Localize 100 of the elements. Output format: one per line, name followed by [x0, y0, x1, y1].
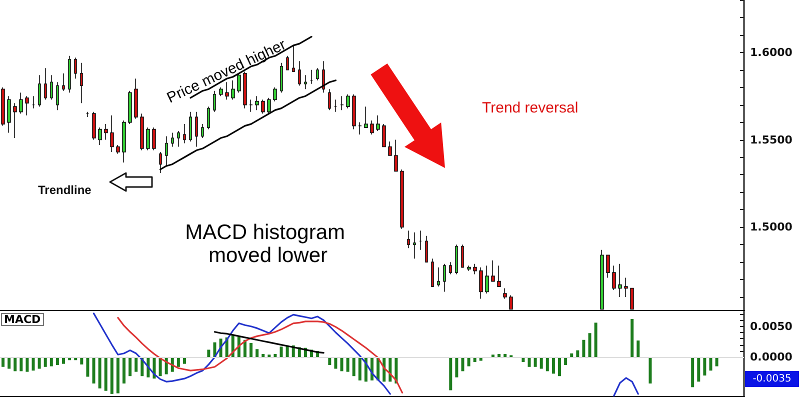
candlestick — [491, 260, 495, 282]
candlestick — [328, 88, 331, 110]
candlestick — [298, 60, 301, 86]
bar — [588, 333, 592, 358]
bar — [2, 357, 5, 367]
candlestick — [497, 265, 501, 287]
bar — [274, 354, 277, 358]
candlestick — [38, 74, 41, 107]
candlestick — [473, 263, 477, 275]
candlestick — [358, 122, 362, 135]
candlestick — [116, 144, 120, 154]
candlestick — [618, 263, 622, 298]
candlestick — [286, 56, 289, 70]
candlestick — [630, 288, 634, 310]
candlestick — [13, 102, 17, 138]
bar — [26, 357, 29, 372]
bar — [594, 322, 598, 358]
bar — [346, 357, 350, 372]
bar — [352, 357, 356, 376]
bar — [20, 357, 23, 372]
candlestick — [304, 74, 307, 90]
bar — [116, 357, 120, 394]
candlestick — [606, 254, 610, 278]
bar — [44, 357, 47, 367]
candlestick — [165, 136, 168, 166]
bar — [558, 357, 562, 376]
candlestick — [171, 132, 174, 148]
candlestick — [407, 230, 410, 248]
bar — [636, 340, 640, 358]
bar — [256, 349, 259, 358]
candlestick — [316, 68, 319, 81]
bar — [98, 357, 102, 388]
candlestick — [261, 99, 265, 114]
candlestick — [413, 232, 416, 259]
candlestick — [80, 62, 83, 104]
candlestick — [400, 169, 404, 230]
candlestick — [485, 265, 489, 294]
bar — [250, 342, 253, 358]
bar — [334, 357, 338, 369]
candlestick — [340, 96, 344, 110]
candlestick — [213, 90, 216, 112]
bar — [504, 354, 507, 358]
bar — [576, 350, 580, 358]
bar — [340, 357, 344, 372]
bar — [32, 357, 35, 371]
candlestick — [243, 71, 247, 109]
bar — [110, 357, 114, 394]
bar — [38, 357, 41, 369]
candlestick — [334, 99, 337, 112]
candlestick — [419, 230, 422, 250]
bar — [213, 342, 216, 358]
chart-title: MACD — [4, 313, 41, 326]
candlestick — [292, 45, 295, 72]
candlestick — [207, 106, 210, 130]
bar — [570, 353, 574, 358]
bar — [455, 357, 458, 378]
annotation: Trend reversal — [482, 100, 578, 116]
candlestick — [32, 96, 35, 109]
candlestick — [146, 127, 150, 151]
bar — [582, 340, 586, 358]
candlestick — [394, 139, 398, 172]
bar — [709, 357, 712, 371]
text: -0.0035 — [752, 374, 792, 384]
bar — [630, 318, 634, 358]
candlestick — [122, 120, 126, 163]
bar — [207, 350, 210, 358]
candlestick — [364, 106, 368, 128]
bar — [86, 357, 90, 377]
candlestick — [267, 97, 271, 114]
candlestick — [7, 96, 11, 134]
candlestick — [195, 111, 198, 148]
line-series — [214, 331, 324, 354]
candlestick — [25, 96, 29, 116]
candlestick — [201, 124, 204, 138]
y-tick-label: 1.5500 — [750, 133, 793, 146]
candlestick — [443, 263, 446, 292]
candlestick — [140, 113, 144, 151]
candlestick — [177, 130, 180, 148]
line-series — [117, 316, 404, 394]
candlestick — [98, 127, 102, 146]
bar — [703, 357, 706, 376]
bar — [122, 357, 126, 384]
candlestick — [86, 111, 89, 118]
y-tick-label: 1.5000 — [750, 220, 793, 234]
candlestick — [479, 266, 483, 300]
candlestick — [68, 56, 71, 93]
candlestick — [159, 152, 162, 174]
candlestick — [110, 114, 114, 152]
candlestick — [128, 90, 132, 124]
candlestick — [310, 69, 313, 84]
candlestick — [249, 99, 253, 112]
bar — [449, 357, 452, 390]
candlestick — [612, 265, 616, 290]
candlestick — [189, 111, 192, 142]
candlestick — [44, 68, 47, 100]
candlestick — [624, 277, 628, 298]
candlestick — [152, 127, 156, 151]
bar — [104, 357, 108, 391]
annotation: MACD histogram moved lower — [185, 220, 351, 268]
candlestick — [50, 74, 53, 100]
